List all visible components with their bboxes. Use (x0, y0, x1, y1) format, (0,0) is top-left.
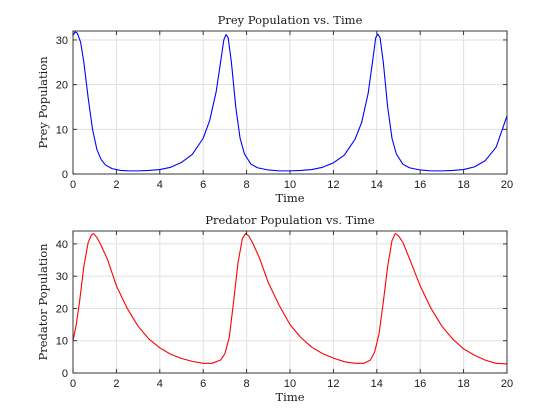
y-tick-label: 30 (56, 271, 68, 283)
subplot-2: 0 2 4 6 8 10 12 14 16 18 20 0 10 20 30 40 Predator Popul… (36, 213, 513, 404)
x-tick-label: 8 (244, 378, 250, 390)
y-tick-label: 10 (56, 336, 68, 348)
x-tick-label: 0 (70, 179, 76, 191)
x-tick-label: 4 (157, 179, 163, 191)
x-tick-label: 18 (457, 378, 469, 390)
x-tick-label: 2 (113, 179, 119, 191)
x-tick-label: 10 (284, 179, 296, 191)
y-tick-label: 0 (62, 169, 68, 181)
chart-title: Predator Population vs. Time (205, 213, 375, 227)
y-tick-label: 0 (62, 368, 68, 380)
x-tick-label: 16 (414, 179, 426, 191)
x-tick-label: 4 (157, 378, 163, 390)
x-tick-label: 12 (327, 378, 339, 390)
series-line-1 (72, 31, 508, 172)
subplot-1: 0 2 4 6 8 10 12 14 16 18 20 0 10 20 30 Prey Population … (36, 13, 513, 205)
y-axis-label: Predator Population (36, 243, 50, 361)
chart-title: Prey Population vs. Time (218, 13, 363, 27)
x-tick-label: 10 (284, 378, 296, 390)
x-tick-label: 18 (457, 179, 469, 191)
y-tick-label: 10 (56, 124, 68, 136)
x-tick-label: 2 (113, 378, 119, 390)
x-axis-label: Time (275, 390, 304, 404)
y-axis-label: Prey Population (36, 56, 50, 149)
x-tick-label: 0 (70, 378, 76, 390)
y-tick-label: 20 (56, 303, 68, 315)
x-tick-label: 20 (501, 179, 513, 191)
series-line-1 (72, 233, 508, 365)
x-tick-label: 16 (414, 378, 426, 390)
x-axis-label: Time (275, 191, 304, 205)
x-tick-label: 20 (501, 378, 513, 390)
y-tick-label: 20 (56, 80, 68, 92)
y-tick-label: 40 (56, 239, 68, 251)
y-tick-label: 30 (56, 35, 68, 47)
x-tick-label: 8 (244, 179, 250, 191)
x-tick-label: 12 (327, 179, 339, 191)
x-tick-label: 6 (200, 179, 206, 191)
x-tick-label: 14 (371, 378, 383, 390)
x-tick-label: 6 (200, 378, 206, 390)
x-tick-label: 14 (371, 179, 383, 191)
